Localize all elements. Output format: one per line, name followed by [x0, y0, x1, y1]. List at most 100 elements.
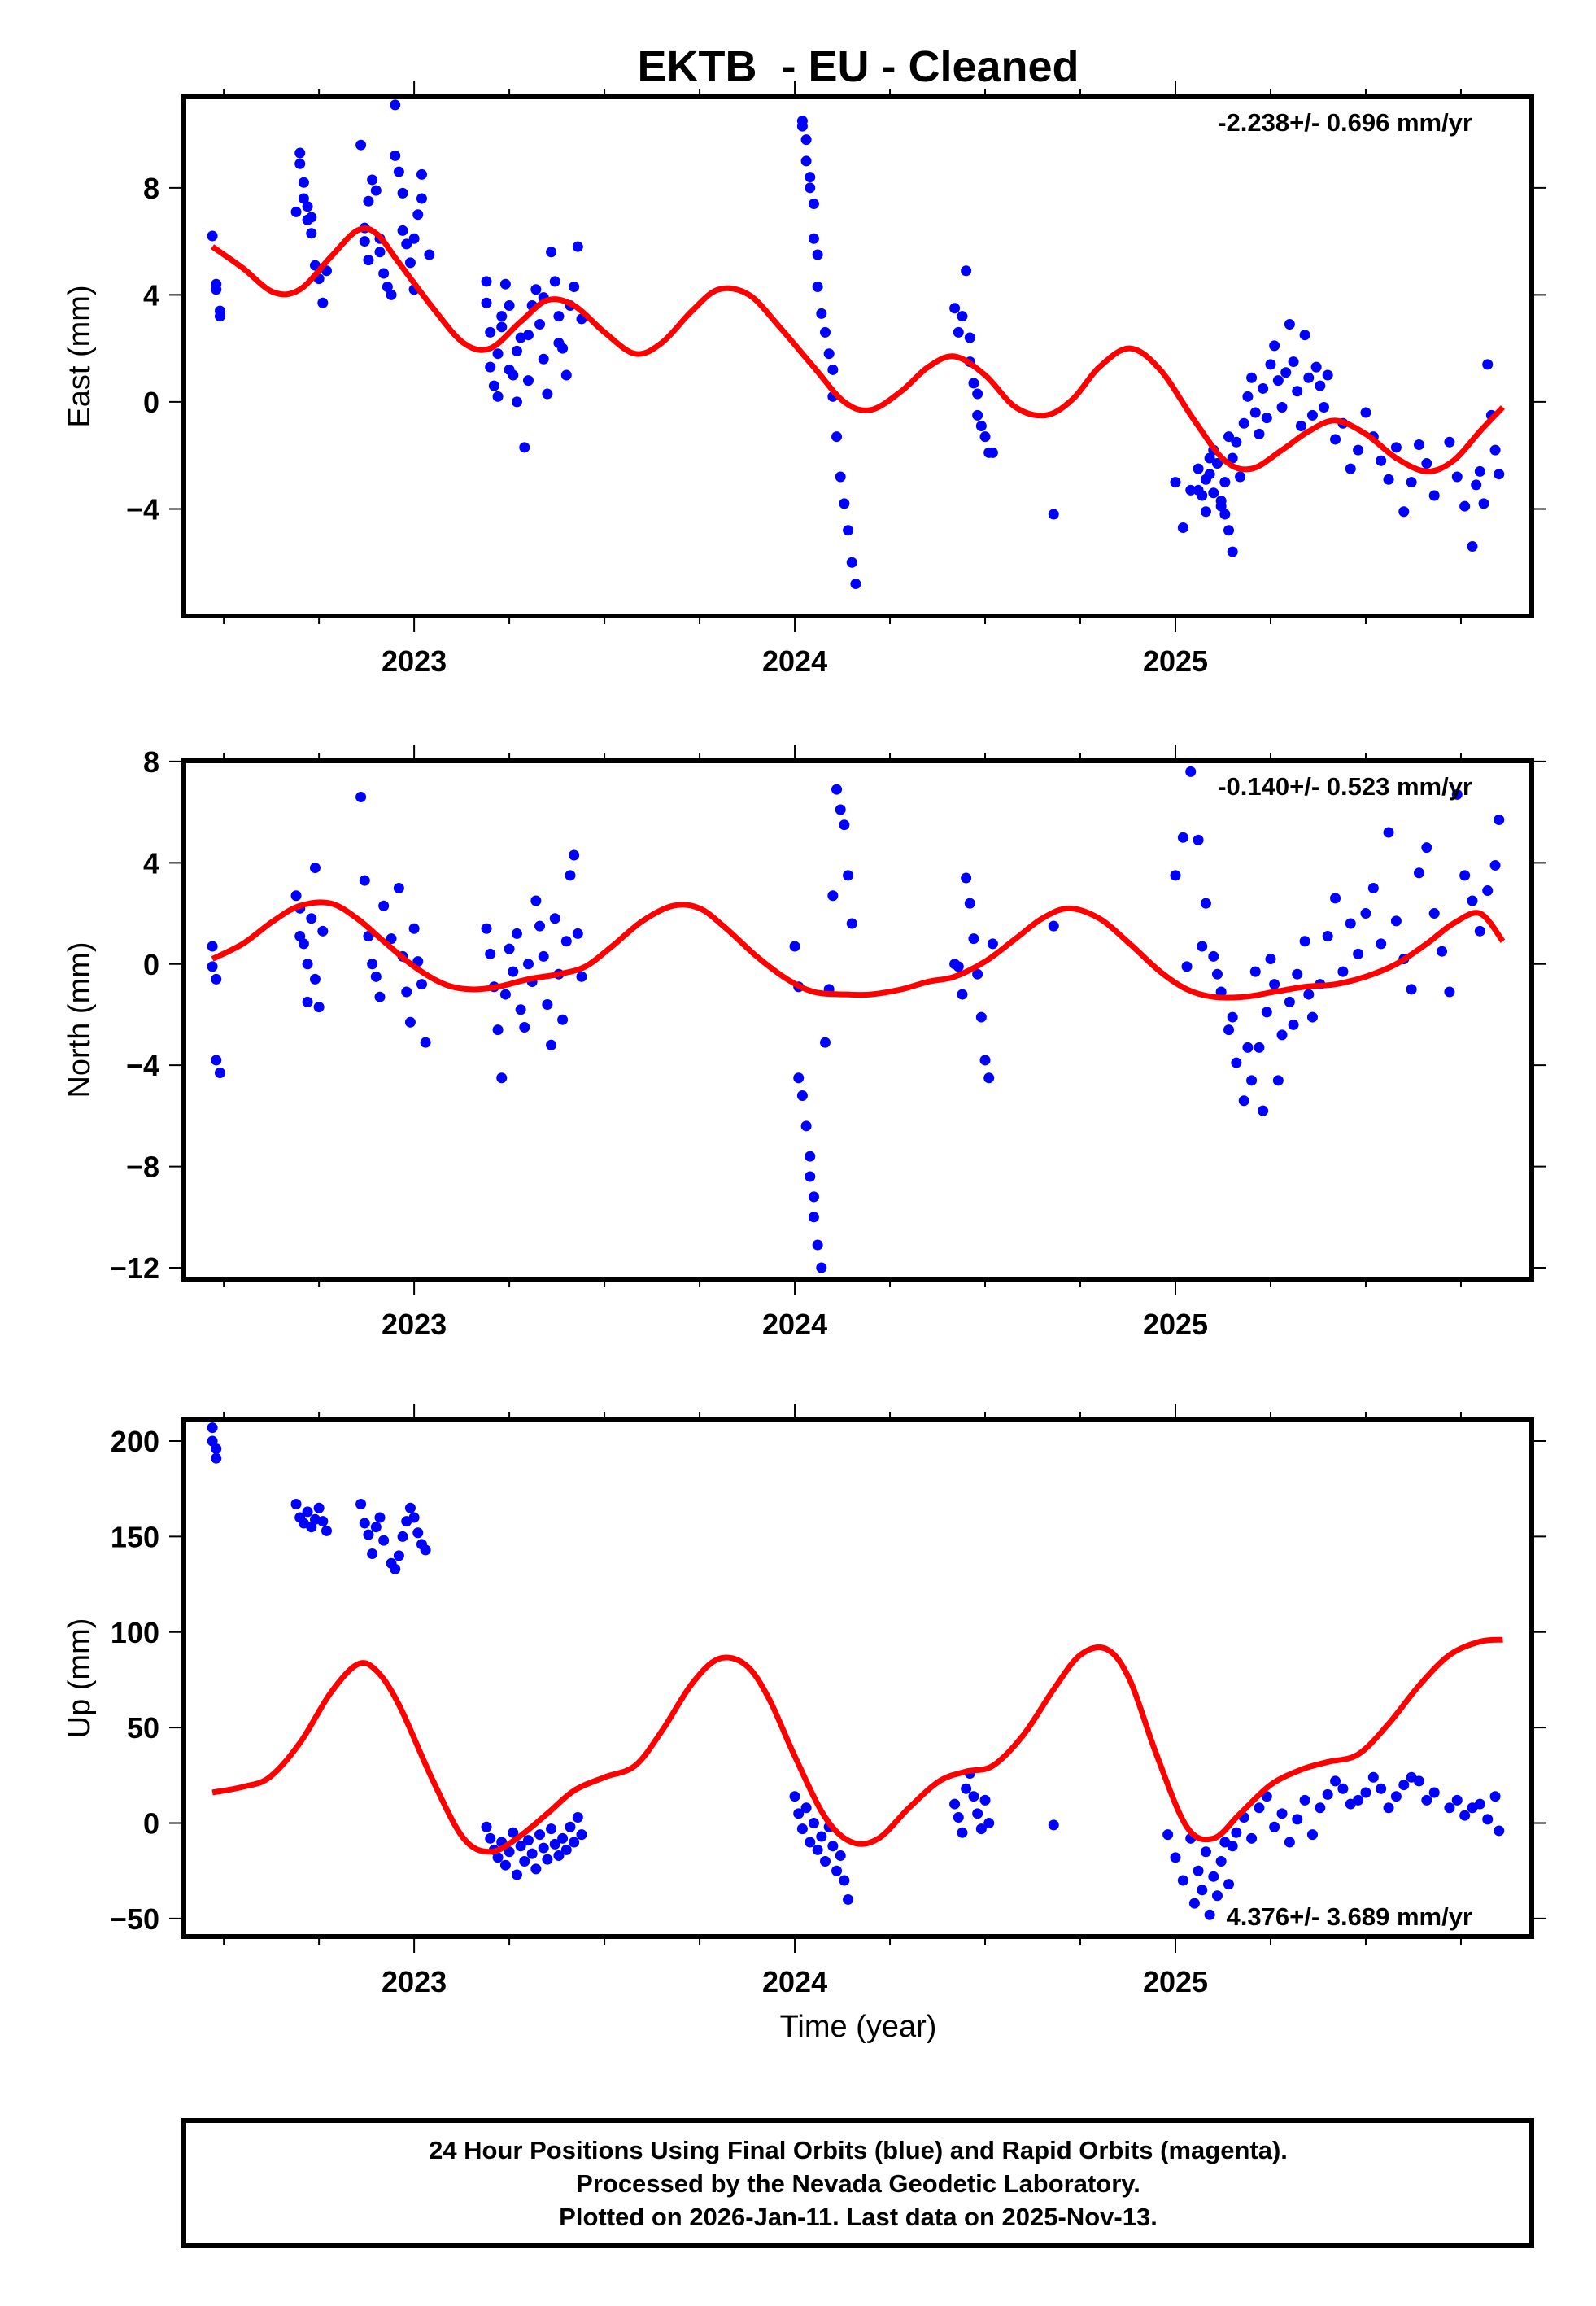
east-data-point	[359, 236, 370, 247]
north-data-point	[557, 1014, 569, 1025]
north-data-point	[839, 819, 850, 831]
up-data-point	[569, 1837, 580, 1848]
east-data-point	[390, 99, 401, 111]
east-data-point	[538, 353, 549, 365]
east-data-point	[1272, 375, 1284, 387]
up-data-point	[546, 1823, 557, 1835]
east-data-point	[363, 195, 374, 207]
east-x-tick-label: 2023	[382, 644, 447, 678]
up-data-point	[819, 1856, 831, 1867]
north-data-point	[207, 941, 218, 952]
east-data-point	[363, 255, 374, 266]
east-data-point	[1227, 546, 1238, 557]
east-data-point	[1223, 431, 1235, 443]
up-data-point	[1269, 1821, 1280, 1832]
east-data-point	[1219, 509, 1231, 520]
north-data-point	[1451, 788, 1463, 800]
east-data-point	[1223, 525, 1235, 536]
east-data-point	[1322, 369, 1333, 381]
north-data-point	[1208, 950, 1219, 962]
east-data-point	[800, 134, 812, 146]
east-data	[207, 99, 1505, 590]
north-x-tick-label: 2024	[762, 1308, 827, 1341]
north-data-point	[1048, 920, 1059, 932]
north-data-point	[1345, 918, 1356, 929]
east-data-point	[306, 212, 317, 223]
up-data-point	[572, 1812, 583, 1823]
east-data-point	[397, 187, 408, 199]
north-data-point	[1390, 915, 1402, 927]
north-data-point	[1474, 925, 1485, 937]
north-data-point	[1193, 834, 1204, 845]
east-data-point	[1295, 421, 1306, 432]
north-data-point	[1367, 882, 1379, 893]
east-data-point	[572, 241, 583, 252]
north-data-point	[481, 923, 492, 934]
east-data-point	[560, 369, 572, 381]
up-data-point	[953, 1812, 964, 1823]
east-data-point	[306, 228, 317, 239]
north-data-point	[1284, 996, 1295, 1007]
north-data-point	[1177, 832, 1188, 843]
east-data-point	[987, 447, 998, 458]
north-data-point	[953, 961, 964, 972]
north-data-point	[211, 973, 222, 985]
east-data-point	[1231, 436, 1242, 448]
up-data-point	[1376, 1783, 1387, 1794]
up-data-point	[519, 1856, 530, 1867]
up-data-point	[1254, 1802, 1265, 1814]
east-data-point	[1360, 407, 1371, 418]
east-data-point	[1478, 498, 1489, 509]
north-data-point	[302, 959, 313, 970]
x-axis-label: Time (year)	[780, 2010, 937, 2044]
up-data-point	[508, 1827, 519, 1838]
up-data-point	[1211, 1890, 1223, 1902]
east-data-point	[1200, 506, 1211, 518]
up-data-point	[1444, 1802, 1455, 1814]
east-data-point	[416, 168, 427, 180]
north-data-point	[1494, 814, 1505, 825]
north-data-point	[979, 1055, 991, 1066]
north-data-point	[972, 968, 983, 980]
east-x-tick-label: 2024	[762, 644, 827, 678]
east-data-point	[504, 364, 515, 375]
east-data-point	[569, 281, 580, 292]
east-data-point	[1215, 500, 1227, 512]
up-data-point	[812, 1844, 823, 1855]
north-x-tick-label: 2023	[382, 1308, 447, 1341]
east-data-point	[812, 249, 823, 260]
up-data-point	[1276, 1808, 1288, 1819]
east-data-point	[522, 375, 534, 387]
north-data-point	[1330, 893, 1341, 904]
up-data-point	[1353, 1794, 1364, 1806]
east-data-point	[1306, 409, 1318, 421]
north-data-point	[378, 900, 390, 911]
east-data-point	[1249, 407, 1261, 418]
up-data-point	[526, 1848, 538, 1859]
north-data-point	[367, 959, 378, 970]
east-model-curve	[211, 225, 1505, 474]
east-data-point	[397, 225, 408, 236]
up-y-tick-label: 200	[111, 1425, 159, 1458]
up-data-point	[1177, 1875, 1188, 1886]
north-data-point	[819, 1037, 831, 1048]
north-data-point	[1215, 986, 1227, 998]
up-data-point	[1048, 1819, 1059, 1831]
up-data-point	[831, 1865, 843, 1876]
up-data-point	[835, 1850, 846, 1861]
up-data-point	[1204, 1909, 1215, 1920]
north-data-point	[1258, 1105, 1269, 1116]
up-data-point	[397, 1531, 408, 1542]
north-data-point	[1200, 898, 1211, 909]
north-data-point	[496, 1072, 508, 1084]
east-data-point	[846, 557, 857, 568]
north-data-point	[1437, 946, 1448, 957]
east-data-point	[1288, 356, 1299, 368]
up-data-point	[576, 1829, 587, 1841]
east-data-point	[530, 284, 542, 295]
east-data-point	[1048, 509, 1059, 520]
north-data-point	[546, 1039, 557, 1050]
north-data-point	[1421, 842, 1432, 854]
north-data-point	[370, 971, 382, 982]
north-data-point	[961, 872, 972, 884]
